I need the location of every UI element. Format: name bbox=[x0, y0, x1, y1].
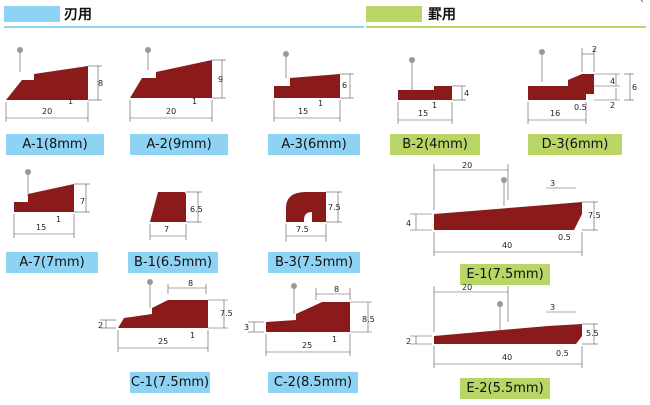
d3-dim-step: 0.5 bbox=[574, 103, 587, 112]
blade-header-label: 刃用 bbox=[64, 7, 92, 23]
ruled-header-swatch bbox=[366, 6, 422, 22]
e1-dim-step: 3 bbox=[550, 179, 555, 188]
c2-dim-top: 8 bbox=[334, 285, 339, 294]
c2-dim-width: 25 bbox=[302, 341, 312, 350]
profile-e2-drawing: 20 3 2 5.5 40 0.5 bbox=[406, 283, 599, 368]
e1-dim-left: 4 bbox=[406, 219, 411, 228]
d3-dim-inner: 4 bbox=[610, 77, 615, 86]
e2-dim-top: 20 bbox=[462, 283, 472, 292]
profile-b2-label: B-2(4mm) bbox=[390, 134, 480, 155]
profile-a3-figure: 6 15 1 bbox=[268, 48, 368, 128]
e1-dim-offset: 0.5 bbox=[558, 233, 571, 242]
profile-a7-figure: 7 15 1 bbox=[8, 169, 98, 246]
c1-dim-width: 25 bbox=[158, 337, 168, 346]
profile-b2-figure: 4 15 1 bbox=[394, 56, 484, 130]
profile-a2-drawing: 9 20 1 bbox=[129, 47, 226, 122]
profile-b3-label: B-3(7.5mm) bbox=[268, 252, 360, 273]
profile-a3-label: A-3(6mm) bbox=[268, 134, 360, 155]
ruled-header-rule bbox=[366, 26, 646, 28]
blade-header-swatch bbox=[4, 6, 60, 22]
a2-dim-step: 1 bbox=[192, 97, 197, 106]
a1-dim-height: 8 bbox=[98, 79, 103, 88]
a7-dim-step: 1 bbox=[56, 215, 61, 224]
profile-b3-figure: 7.5 7.5 bbox=[276, 182, 356, 248]
a3-dim-height: 6 bbox=[342, 81, 347, 90]
profile-c2-label: C-2(8.5mm) bbox=[268, 372, 358, 393]
c1-dim-left: 2 bbox=[98, 321, 103, 330]
ruled-header-label: 罫用 bbox=[428, 7, 456, 23]
a7-dim-width: 15 bbox=[36, 223, 46, 232]
e1-dim-width: 40 bbox=[502, 241, 512, 250]
b2-dim-height: 4 bbox=[464, 89, 469, 98]
e1-dim-height: 7.5 bbox=[588, 211, 601, 220]
profile-a1-figure: 8 20 1 bbox=[4, 42, 114, 128]
profile-c1-label: C-1(7.5mm) bbox=[130, 372, 210, 393]
b2-dim-step: 1 bbox=[432, 101, 437, 110]
a2-dim-width: 20 bbox=[166, 107, 176, 116]
e2-dim-step: 3 bbox=[550, 303, 555, 312]
profile-e1-drawing: 20 3 4 7.5 40 0.5 bbox=[406, 161, 601, 256]
a7-dim-height: 7 bbox=[80, 197, 85, 206]
profile-e1-figure: 20 3 4 7.5 40 0.5 bbox=[398, 160, 608, 260]
c1-dim-step: 1 bbox=[190, 331, 195, 340]
e2-dim-left: 2 bbox=[406, 337, 411, 346]
profile-a2-label: A-2(9mm) bbox=[130, 134, 228, 155]
profile-a7-drawing: 7 15 1 bbox=[13, 169, 90, 238]
profile-a7-label: A-7(7mm) bbox=[6, 252, 98, 273]
profile-a3-drawing: 6 15 1 bbox=[273, 51, 354, 122]
e1-dim-top: 20 bbox=[462, 161, 472, 170]
profile-c2-drawing: 8 3 8.5 25 1 bbox=[244, 283, 375, 356]
c2-dim-step: 1 bbox=[332, 335, 337, 344]
profile-b1-label: B-1(6.5mm) bbox=[128, 252, 218, 273]
profile-a1-label: A-1(8mm) bbox=[6, 134, 104, 155]
profile-c1-drawing: 8 2 7.5 25 1 bbox=[98, 279, 233, 352]
c1-dim-top: 8 bbox=[188, 279, 193, 288]
profile-b3-drawing: 7.5 7.5 bbox=[285, 191, 342, 242]
d3-dim-top: 2 bbox=[592, 45, 597, 54]
d3-dim-lower: 2 bbox=[610, 101, 615, 110]
profile-e2-label: E-2(5.5mm) bbox=[460, 378, 550, 399]
profile-d3-figure: 2 4 2 6 16 0.5 bbox=[524, 44, 646, 130]
profile-c2-figure: 8 3 8.5 25 1 bbox=[240, 282, 390, 370]
profile-b1-drawing: 6.5 7 bbox=[149, 191, 203, 240]
profile-d3-label: D-3(6mm) bbox=[528, 134, 622, 155]
profile-c1-figure: 8 2 7.5 25 1 bbox=[96, 278, 246, 370]
e2-dim-offset: 0.5 bbox=[556, 349, 569, 358]
b3-dim-width: 7.5 bbox=[296, 225, 309, 234]
b1-dim-height: 6.5 bbox=[190, 205, 203, 214]
profile-b1-figure: 6.5 7 bbox=[140, 184, 220, 246]
d3-dim-width: 16 bbox=[550, 109, 560, 118]
blade-header-rule bbox=[4, 26, 364, 28]
c1-dim-height: 7.5 bbox=[220, 309, 233, 318]
a3-dim-step: 1 bbox=[318, 99, 323, 108]
c2-dim-left: 3 bbox=[244, 323, 249, 332]
corner-mark: ‹ bbox=[640, 0, 644, 6]
b1-dim-width: 7 bbox=[164, 225, 169, 234]
profile-a1-drawing: 8 20 1 bbox=[5, 47, 103, 122]
a3-dim-width: 15 bbox=[298, 107, 308, 116]
a2-dim-height: 9 bbox=[218, 75, 223, 84]
profile-e1-label: E-1(7.5mm) bbox=[460, 264, 550, 285]
profile-d3-drawing: 2 4 2 6 16 0.5 bbox=[527, 45, 637, 124]
a1-dim-width: 20 bbox=[42, 107, 52, 116]
c2-dim-height: 8.5 bbox=[362, 315, 375, 324]
b3-dim-height: 7.5 bbox=[328, 203, 341, 212]
a1-dim-step: 1 bbox=[68, 97, 73, 106]
d3-dim-height: 6 bbox=[632, 83, 637, 92]
profile-a2-figure: 9 20 1 bbox=[128, 42, 238, 128]
e2-dim-width: 40 bbox=[502, 353, 512, 362]
b2-dim-width: 15 bbox=[418, 109, 428, 118]
profile-b2-drawing: 4 15 1 bbox=[397, 57, 469, 124]
profile-e2-figure: 20 3 2 5.5 40 0.5 bbox=[398, 282, 608, 372]
e2-dim-height: 5.5 bbox=[586, 329, 599, 338]
